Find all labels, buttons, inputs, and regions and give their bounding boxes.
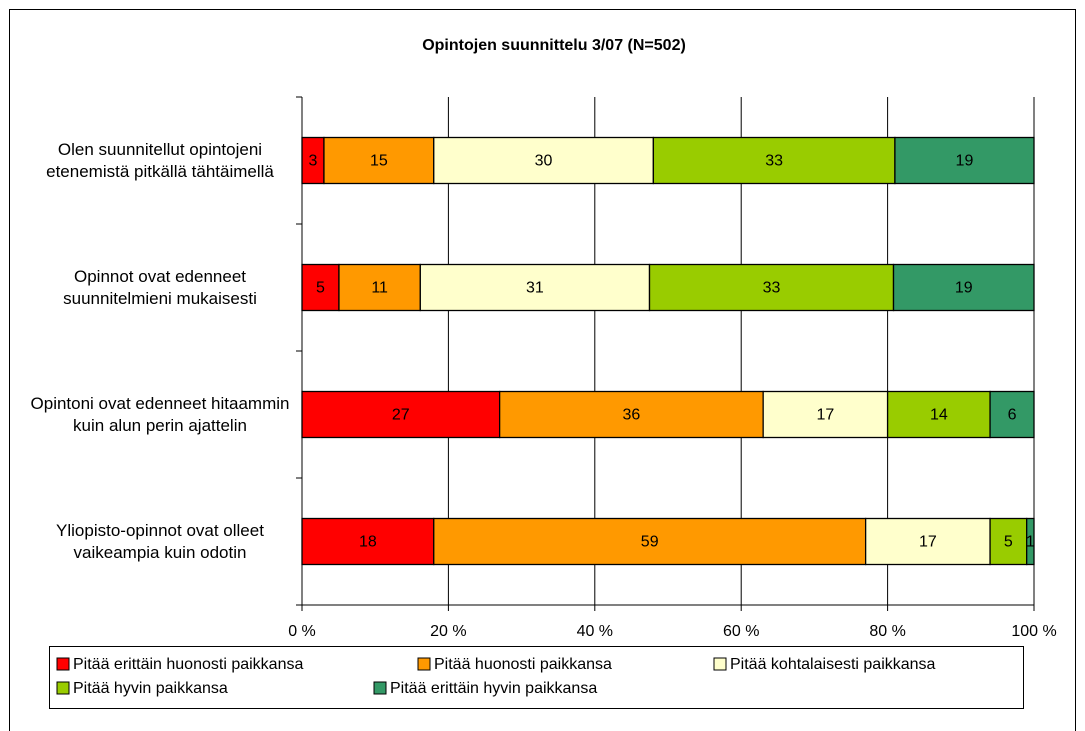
x-tick-label: 60 % (723, 623, 759, 640)
data-label: 17 (919, 534, 937, 551)
bar-segment (989, 517, 1028, 566)
bar-segment (652, 136, 896, 185)
y-tick-label: Opinnot ovat edenneet suunnitelmieni muk… (63, 266, 257, 308)
data-label: 31 (526, 280, 544, 297)
data-label: 15 (370, 153, 388, 170)
legend-label: Pitää huonosti paikkansa (434, 656, 612, 673)
x-tick-label: 0 % (288, 623, 316, 640)
legend-label: Pitää hyvin paikkansa (73, 680, 228, 697)
bar-segment (894, 136, 1035, 185)
data-label: 33 (763, 280, 781, 297)
data-label: 3 (309, 153, 318, 170)
bar-segment (886, 390, 991, 439)
x-tick-label: 40 % (577, 623, 613, 640)
data-label: 36 (623, 407, 641, 424)
data-label: 6 (1008, 407, 1017, 424)
data-label: 19 (956, 153, 974, 170)
data-label: 17 (816, 407, 834, 424)
legend-label: Pitää erittäin hyvin paikkansa (390, 680, 597, 697)
bar-segment (892, 263, 1035, 312)
bar-segment (762, 390, 889, 439)
data-label: 14 (930, 407, 948, 424)
chart-frame (9, 9, 1076, 731)
legend-swatch (56, 681, 70, 695)
chart-title: Opintojen suunnittelu 3/07 (N=502) (422, 37, 686, 54)
bar-segment (419, 263, 651, 312)
data-label: 11 (371, 280, 388, 297)
legend-swatch (417, 657, 431, 671)
legend-box (49, 646, 1024, 709)
data-label: 30 (535, 153, 553, 170)
x-tick-label: 100 % (1011, 623, 1056, 640)
data-label: 19 (955, 280, 973, 297)
bar-segment (989, 390, 1035, 439)
x-tick-label: 80 % (869, 623, 905, 640)
bar-segment (433, 517, 867, 566)
legend-swatch (373, 681, 387, 695)
bar-segment (301, 390, 501, 439)
data-label: 5 (316, 280, 325, 297)
data-label: 59 (641, 534, 659, 551)
bar-segment (498, 390, 764, 439)
legend-swatch (713, 657, 727, 671)
data-label: 33 (765, 153, 783, 170)
legend-label: Pitää erittäin huonosti paikkansa (73, 656, 303, 673)
legend-swatch (56, 657, 70, 671)
y-tick-label: Opintoni ovat edenneet hitaammin kuin al… (30, 393, 290, 435)
bar-segment (648, 263, 895, 312)
y-tick-label: Yliopisto-opinnot ovat olleet vaikeampia… (56, 520, 264, 562)
y-tick-label: Olen suunnitellut opintojeni etenemistä … (46, 139, 274, 181)
data-label: 5 (1004, 534, 1013, 551)
bar-segment (301, 263, 340, 312)
bar-segment (433, 136, 655, 185)
data-label: 18 (359, 534, 377, 551)
legend-label: Pitää kohtalaisesti paikkansa (730, 656, 936, 673)
bar-segment (301, 517, 435, 566)
data-label: 27 (392, 407, 410, 424)
x-tick-label: 20 % (430, 623, 466, 640)
bar-segment (1026, 517, 1035, 566)
data-label: 1 (1026, 534, 1035, 551)
